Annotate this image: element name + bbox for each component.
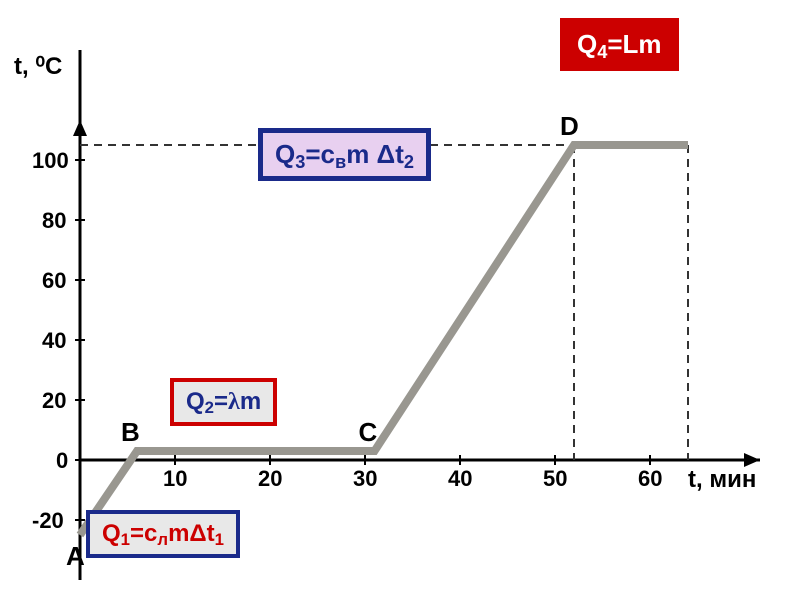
ytick-40: 40 [42,328,66,354]
ytick-20: 20 [42,388,66,414]
ytick-80: 80 [42,208,66,234]
x-axis-label: t, мин [688,466,756,494]
formula-Q1: Q1=cлmΔt1 [86,510,240,558]
xtick-60: 60 [638,466,662,492]
xtick-10: 10 [163,466,187,492]
y-axis-label: t, ⁰C [14,52,62,81]
formula-Q2: Q2=λm [170,378,277,426]
point-B: B [121,417,140,448]
formula-Q4: Q4=Lm [560,18,679,71]
ytick-60: 60 [42,268,66,294]
point-C: C [359,417,378,448]
xtick-50: 50 [543,466,567,492]
ytick-100: 100 [32,148,69,174]
xtick-40: 40 [448,466,472,492]
formula-Q3: Q3=cвm Δt2 [258,128,431,181]
ytick-0: 0 [56,448,68,474]
xtick-30: 30 [353,466,377,492]
point-A: A [66,541,85,572]
ytick--20: -20 [32,508,64,534]
xtick-20: 20 [258,466,282,492]
point-D: D [560,111,579,142]
